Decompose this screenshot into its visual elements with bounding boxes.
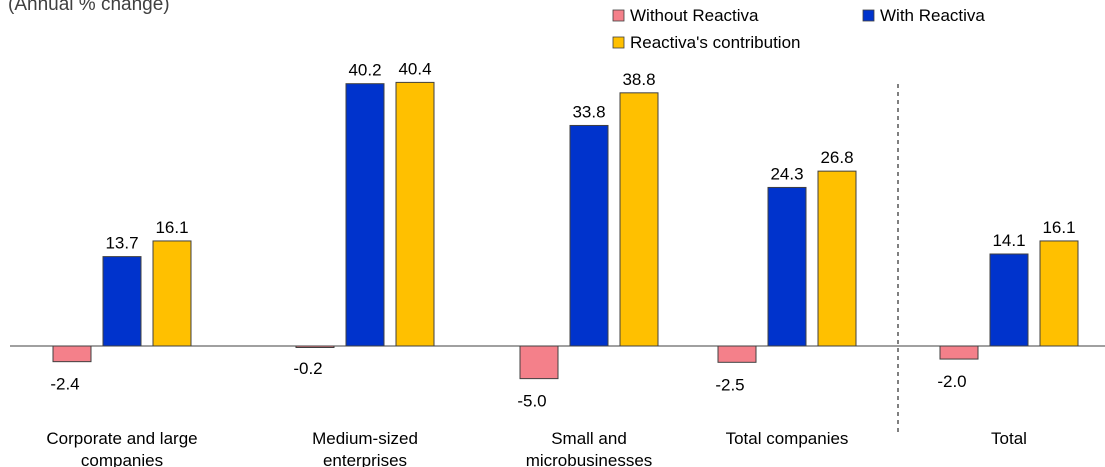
legend-swatch (862, 9, 875, 22)
category-label: microbusinesses (526, 451, 653, 467)
bar-1-3 (767, 186, 807, 347)
bar-2-2 (619, 92, 659, 347)
bar-0-1 (295, 345, 335, 348)
data-label: 16.1 (1042, 218, 1075, 237)
bar-2-3 (817, 170, 857, 347)
data-label: 14.1 (992, 231, 1025, 250)
category-label: enterprises (323, 451, 407, 467)
bar-2-0 (152, 240, 192, 347)
bar-2-1 (395, 81, 435, 347)
data-label: -2.5 (715, 375, 744, 394)
data-label: 40.2 (348, 61, 381, 80)
bar-1-1 (345, 83, 385, 347)
category-label: companies (81, 451, 163, 467)
data-label: -2.4 (50, 375, 79, 394)
data-label: -5.0 (517, 392, 546, 411)
bar-0-4 (939, 345, 979, 360)
data-label: 33.8 (572, 102, 605, 121)
data-label: -0.2 (293, 359, 322, 378)
category-label: Small and (551, 429, 627, 448)
data-label: 13.7 (105, 234, 138, 253)
category-label: Total companies (726, 429, 849, 448)
bar-0-0 (52, 345, 92, 363)
data-label: 24.3 (770, 164, 803, 183)
data-label: 26.8 (820, 148, 853, 167)
data-label: 16.1 (155, 218, 188, 237)
category-label: Medium-sized (312, 429, 418, 448)
chart-subtitle: (Annual % change) (8, 0, 170, 15)
bar-0-3 (717, 345, 757, 363)
bar-1-0 (102, 256, 142, 347)
category-label: Total (991, 429, 1027, 448)
bar-1-2 (569, 124, 609, 347)
legend-label: Reactiva's contribution (630, 33, 801, 52)
bar-2-4 (1039, 240, 1079, 347)
data-label: 40.4 (398, 59, 431, 78)
data-label: -2.0 (937, 372, 966, 391)
legend-label: Without Reactiva (630, 6, 759, 25)
bar-1-4 (989, 253, 1029, 347)
category-label: Corporate and large (46, 429, 197, 448)
legend-swatch (612, 9, 625, 22)
bar-0-2 (519, 345, 559, 380)
legend-label: With Reactiva (880, 6, 985, 25)
data-label: 38.8 (622, 70, 655, 89)
legend-swatch (612, 36, 625, 49)
